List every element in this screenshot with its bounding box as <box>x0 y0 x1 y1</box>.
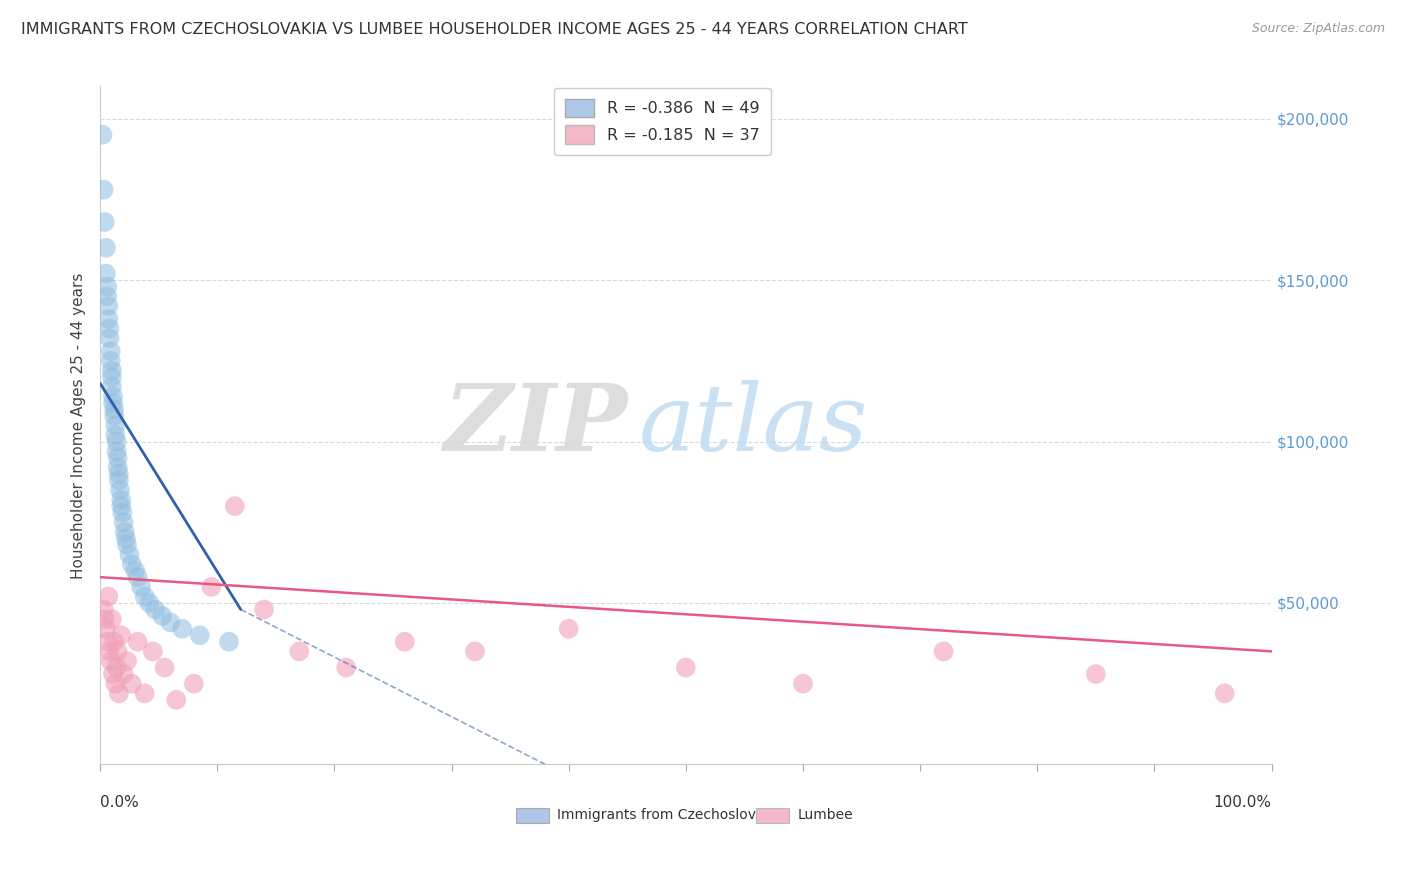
Text: Lumbee: Lumbee <box>797 808 853 822</box>
Point <box>108 686 131 700</box>
Legend: R = -0.386  N = 49, R = -0.185  N = 37: R = -0.386 N = 49, R = -0.185 N = 37 <box>554 87 770 155</box>
Point <box>121 676 143 690</box>
Point <box>110 499 132 513</box>
Point <box>288 644 311 658</box>
Point <box>94 267 117 281</box>
Point <box>98 644 121 658</box>
Point <box>94 215 117 229</box>
Point <box>104 418 127 433</box>
Point <box>100 654 122 668</box>
Point <box>108 473 131 487</box>
Point <box>93 183 115 197</box>
Point <box>112 667 135 681</box>
Point <box>94 612 117 626</box>
Point <box>105 660 128 674</box>
Point <box>253 602 276 616</box>
Point <box>150 608 173 623</box>
Point <box>97 311 120 326</box>
Point <box>1213 686 1236 700</box>
Point <box>110 628 132 642</box>
Point <box>101 379 124 393</box>
Point <box>108 483 131 497</box>
Point <box>98 321 121 335</box>
Point <box>94 622 117 636</box>
Point <box>111 506 134 520</box>
Point <box>96 634 118 648</box>
Point <box>159 615 181 630</box>
Text: Immigrants from Czechoslovakia: Immigrants from Czechoslovakia <box>557 808 785 822</box>
Point <box>200 580 222 594</box>
FancyBboxPatch shape <box>516 808 548 822</box>
Point <box>100 344 122 359</box>
Point <box>112 515 135 529</box>
Point <box>107 450 129 465</box>
Point <box>118 548 141 562</box>
Point <box>101 370 124 384</box>
Point <box>792 676 814 690</box>
Point <box>1084 667 1107 681</box>
Point <box>105 434 128 449</box>
Point <box>675 660 697 674</box>
Point <box>335 660 357 674</box>
Point <box>224 499 246 513</box>
Point <box>100 353 122 368</box>
Point <box>96 289 118 303</box>
Point <box>115 654 138 668</box>
Point <box>96 279 118 293</box>
Point <box>121 558 143 572</box>
Point <box>103 634 125 648</box>
Point <box>103 402 125 417</box>
Point <box>93 602 115 616</box>
Point <box>153 660 176 674</box>
Point <box>101 396 124 410</box>
Point <box>101 667 124 681</box>
Point <box>218 634 240 648</box>
Point <box>98 331 121 345</box>
Point <box>108 467 131 481</box>
Point <box>142 644 165 658</box>
Point <box>110 492 132 507</box>
Text: ZIP: ZIP <box>443 380 627 470</box>
Point <box>115 538 138 552</box>
Point <box>464 644 486 658</box>
Point <box>134 590 156 604</box>
Point <box>127 634 149 648</box>
Y-axis label: Householder Income Ages 25 - 44 years: Householder Income Ages 25 - 44 years <box>72 272 86 579</box>
Point <box>101 363 124 377</box>
Point <box>94 241 117 255</box>
Point <box>129 580 152 594</box>
FancyBboxPatch shape <box>756 808 789 822</box>
Point <box>103 409 125 423</box>
Point <box>104 676 127 690</box>
Point <box>107 460 129 475</box>
Point <box>143 602 166 616</box>
Point <box>101 389 124 403</box>
Point <box>183 676 205 690</box>
Point <box>165 693 187 707</box>
Point <box>105 444 128 458</box>
Text: 0.0%: 0.0% <box>100 795 139 810</box>
Point <box>97 299 120 313</box>
Point <box>127 570 149 584</box>
Point <box>91 128 114 142</box>
Point <box>104 428 127 442</box>
Point <box>138 596 160 610</box>
Text: atlas: atlas <box>638 380 869 470</box>
Point <box>188 628 211 642</box>
Point <box>115 532 138 546</box>
Point <box>394 634 416 648</box>
Point <box>107 644 129 658</box>
Point <box>932 644 955 658</box>
Point <box>134 686 156 700</box>
Point <box>172 622 194 636</box>
Text: Source: ZipAtlas.com: Source: ZipAtlas.com <box>1251 22 1385 36</box>
Point <box>114 524 136 539</box>
Point <box>124 564 146 578</box>
Text: 100.0%: 100.0% <box>1213 795 1271 810</box>
Point <box>101 612 124 626</box>
Point <box>97 590 120 604</box>
Text: IMMIGRANTS FROM CZECHOSLOVAKIA VS LUMBEE HOUSEHOLDER INCOME AGES 25 - 44 YEARS C: IMMIGRANTS FROM CZECHOSLOVAKIA VS LUMBEE… <box>21 22 967 37</box>
Point <box>557 622 579 636</box>
